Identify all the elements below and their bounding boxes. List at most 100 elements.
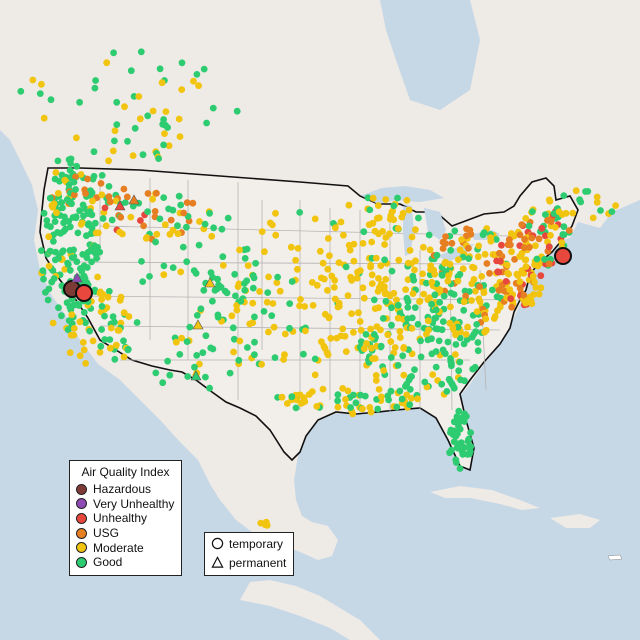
station-dot bbox=[544, 217, 551, 224]
station-dot bbox=[211, 287, 219, 294]
station-dot bbox=[129, 152, 137, 160]
station-dot bbox=[80, 262, 88, 270]
station-dot bbox=[404, 276, 412, 283]
station-dot bbox=[84, 175, 91, 183]
station-dot bbox=[494, 268, 502, 276]
station-dot bbox=[200, 286, 208, 294]
station-dot bbox=[324, 287, 331, 294]
station-dot bbox=[80, 346, 88, 354]
station-dot bbox=[69, 302, 77, 309]
station-dot bbox=[97, 180, 105, 187]
station-dot bbox=[73, 258, 81, 266]
station-dot bbox=[172, 338, 180, 346]
station-dot bbox=[46, 247, 54, 255]
station-dot bbox=[353, 274, 361, 282]
station-dot bbox=[465, 288, 473, 295]
station-dot bbox=[292, 404, 300, 412]
station-dot bbox=[469, 263, 476, 271]
station-dot bbox=[251, 351, 258, 359]
station-dot bbox=[438, 326, 446, 334]
station-dot bbox=[190, 77, 197, 85]
station-dot bbox=[550, 210, 558, 218]
station-dot bbox=[165, 205, 173, 213]
station-dot bbox=[458, 236, 465, 244]
station-dot bbox=[486, 269, 493, 277]
station-dot bbox=[296, 209, 304, 216]
station-dot bbox=[299, 399, 307, 406]
station-marker-permanent bbox=[114, 200, 126, 211]
station-dot bbox=[99, 215, 107, 222]
station-dot bbox=[441, 349, 448, 356]
station-dot bbox=[98, 172, 106, 179]
station-dot bbox=[223, 289, 231, 297]
station-dot bbox=[470, 276, 478, 283]
station-dot bbox=[352, 399, 360, 407]
station-dot bbox=[294, 245, 302, 252]
station-dot bbox=[263, 298, 271, 306]
station-dot bbox=[472, 287, 479, 295]
station-dot bbox=[545, 260, 553, 268]
station-dot bbox=[443, 388, 451, 395]
station-dot bbox=[496, 249, 503, 257]
station-dot bbox=[51, 218, 59, 226]
station-dot bbox=[269, 300, 277, 307]
station-dot bbox=[460, 306, 468, 314]
legend-item-usg: USG bbox=[70, 526, 181, 541]
station-dot bbox=[256, 288, 263, 295]
station-dot bbox=[40, 209, 48, 217]
station-dot bbox=[68, 311, 76, 319]
station-dot bbox=[146, 273, 153, 280]
station-dot bbox=[160, 271, 168, 279]
station-dot bbox=[372, 254, 380, 262]
station-dot bbox=[159, 379, 167, 387]
station-dot bbox=[184, 373, 192, 380]
station-dot bbox=[374, 288, 382, 295]
station-dot bbox=[51, 256, 59, 264]
station-dot bbox=[96, 348, 104, 356]
station-dot bbox=[209, 297, 216, 305]
station-dot bbox=[359, 284, 367, 292]
station-dot bbox=[388, 304, 395, 312]
station-dot bbox=[448, 446, 455, 454]
station-dot bbox=[452, 341, 460, 348]
station-dot bbox=[17, 87, 25, 95]
station-dot bbox=[228, 312, 236, 320]
station-dot bbox=[174, 222, 181, 230]
station-dot bbox=[68, 200, 75, 208]
station-dot bbox=[40, 114, 48, 122]
station-dot bbox=[402, 382, 409, 390]
station-dot bbox=[367, 325, 374, 333]
station-dot bbox=[142, 235, 150, 242]
station-dot bbox=[328, 272, 336, 280]
station-dot bbox=[104, 293, 112, 301]
station-dot bbox=[137, 217, 144, 224]
station-dot bbox=[409, 272, 417, 280]
station-dot bbox=[105, 193, 113, 201]
station-dot bbox=[357, 326, 365, 334]
station-dot bbox=[111, 137, 118, 145]
station-dot bbox=[368, 344, 375, 352]
aqi-legend-title: Air Quality Index bbox=[81, 465, 170, 479]
station-dot bbox=[241, 280, 248, 287]
station-dot bbox=[101, 336, 109, 343]
station-dot bbox=[483, 260, 491, 267]
station-dot bbox=[90, 148, 98, 156]
station-dot bbox=[156, 65, 164, 73]
station-dot bbox=[560, 231, 568, 239]
station-dot bbox=[243, 245, 251, 253]
station-dot bbox=[73, 134, 80, 142]
station-dot bbox=[162, 108, 170, 115]
station-dot bbox=[50, 275, 58, 282]
station-dot bbox=[454, 444, 462, 452]
station-dot bbox=[311, 355, 319, 363]
station-dot bbox=[547, 232, 554, 239]
station-dot bbox=[522, 215, 530, 222]
station-dot bbox=[218, 225, 226, 233]
station-dot bbox=[89, 197, 96, 205]
station-dot bbox=[425, 231, 433, 239]
station-dot bbox=[447, 303, 454, 311]
station-dot bbox=[381, 241, 388, 248]
station-dot bbox=[241, 286, 249, 294]
station-dot bbox=[465, 255, 473, 262]
